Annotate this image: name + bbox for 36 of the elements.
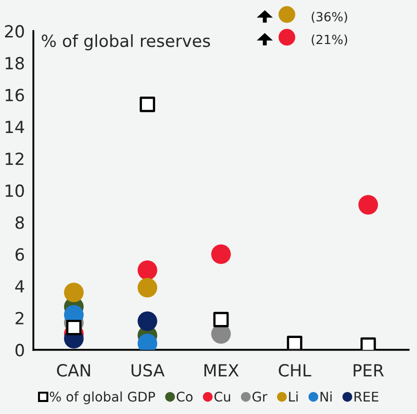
point: [358, 194, 378, 215]
y-tick-label: 10: [6, 184, 24, 198]
x-tick-label: USA: [132, 364, 165, 377]
y-tick-label: 16: [6, 88, 24, 102]
legend-label: Cu: [214, 392, 230, 402]
y-tick-label: 6: [16, 248, 24, 261]
legend-label: Li: [289, 391, 298, 402]
point: [360, 337, 376, 350]
point: [64, 282, 84, 302]
y-tick-label: 0: [16, 344, 24, 356]
y-tick-label: 4: [15, 280, 24, 292]
point: [213, 312, 229, 328]
point: [211, 244, 231, 264]
y-tick-label: 12: [6, 152, 24, 165]
y-tick-label: 20: [5, 25, 24, 38]
point: [138, 278, 158, 298]
x-tick-label: CHL: [278, 364, 312, 377]
y-axis-title: % of global reserves: [42, 34, 210, 50]
legend-label: REE: [354, 392, 378, 402]
point: [138, 311, 158, 331]
legend-label: % of global GDP: [50, 391, 156, 404]
point: [140, 96, 156, 112]
point: [138, 260, 158, 280]
y-tick-label: 14: [6, 120, 24, 134]
point: [286, 336, 302, 350]
legend-label: Ni: [320, 391, 332, 402]
x-tick-label: PER: [354, 364, 384, 376]
x-tick-label: CAN: [57, 364, 90, 377]
legend-label: Co: [176, 392, 193, 402]
legend-label: Gr: [252, 392, 268, 402]
text: (36%): [312, 12, 348, 23]
y-tick-label: 18: [6, 56, 24, 70]
y-tick-label: 8: [16, 216, 24, 229]
annotation: (21%): [312, 34, 348, 46]
x-tick-label: MEX: [204, 364, 239, 376]
y-tick-label: 2: [16, 312, 24, 324]
